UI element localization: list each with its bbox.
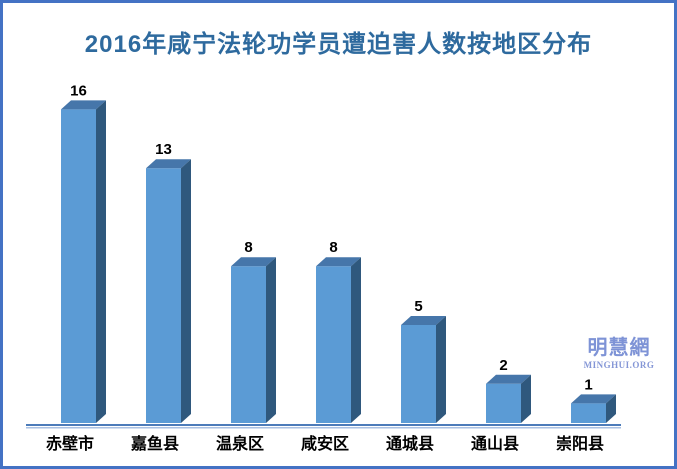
category-label: 温泉区 (215, 434, 264, 453)
bar-value-label: 13 (155, 141, 172, 158)
x-axis-line-shadow (26, 427, 621, 429)
chart-title: 2016年咸宁法轮功学员遭迫害人数按地区分布 (84, 31, 593, 58)
category-label: 通山县 (471, 435, 519, 453)
bar-top-face (231, 257, 276, 267)
bar-front-face (401, 325, 436, 423)
bar-front-face (61, 109, 96, 424)
bar-top-face (146, 159, 191, 169)
bar-top-face (486, 374, 531, 384)
bar-side-face (606, 394, 616, 423)
bar-value-label: 8 (244, 239, 252, 256)
bar-front-face (571, 403, 606, 423)
bar-value-label: 8 (329, 239, 337, 256)
bar-side-face (521, 374, 531, 423)
bar-front-face (486, 383, 521, 423)
bar-side-face (181, 159, 191, 423)
bar-group: 2 通山县 (471, 357, 531, 453)
x-axis-line (26, 424, 621, 426)
bar-top-face (61, 100, 106, 110)
bar-value-label: 16 (70, 82, 87, 99)
watermark-cjk-text: 明慧網 (587, 337, 651, 359)
bar-group: 16 赤壁市 (46, 82, 106, 453)
bar-value-label: 2 (499, 357, 507, 374)
category-label: 赤壁市 (46, 434, 94, 453)
bar-side-face (436, 316, 446, 423)
bar-side-face (266, 257, 276, 423)
bar-value-label: 1 (584, 376, 592, 393)
bar-top-face (316, 257, 361, 267)
category-label: 崇阳县 (556, 434, 604, 453)
bar-group: 5 通城县 (386, 298, 446, 453)
bar-front-face (231, 266, 266, 423)
category-label: 嘉鱼县 (130, 434, 179, 453)
bar-top-face (571, 394, 616, 404)
minghui-watermark: 明慧網 MINGHUI.ORG (579, 338, 659, 370)
bar-group: 8 温泉区 (215, 239, 276, 453)
bar-group: 8 咸安区 (301, 239, 361, 453)
bar-front-face (316, 266, 351, 423)
bar-top-face (401, 316, 446, 325)
bar-value-label: 5 (414, 298, 422, 315)
bar-group: 13 嘉鱼县 (130, 141, 191, 453)
bar-chart: 16 赤壁市 13 嘉鱼县 8 温泉区 8 咸安区 5 通城县 2 通山县 1 崇阳县 (26, 82, 621, 453)
bar-front-face (146, 168, 181, 423)
bar-side-face (351, 257, 361, 423)
category-label: 咸安区 (301, 434, 349, 453)
category-label: 通城县 (386, 435, 434, 453)
bar-side-face (96, 100, 106, 424)
bar-group: 1 崇阳县 (556, 376, 616, 453)
watermark-latin-text: MINGHUI.ORG (583, 360, 655, 370)
